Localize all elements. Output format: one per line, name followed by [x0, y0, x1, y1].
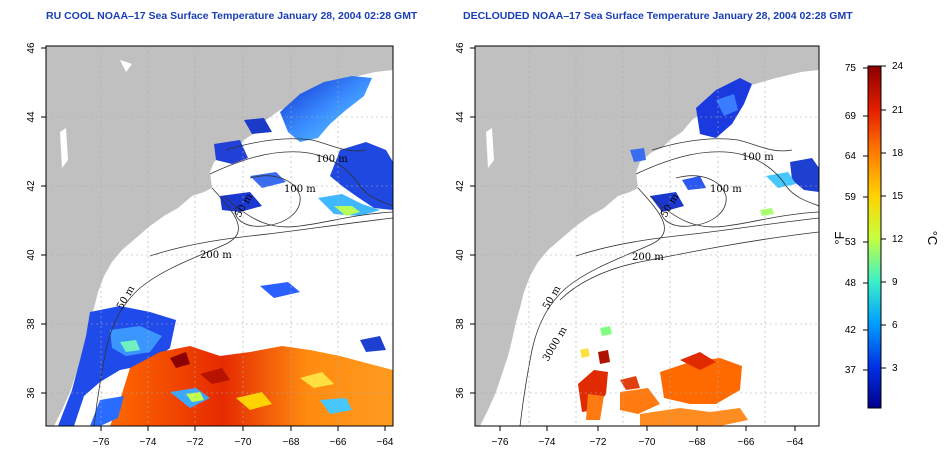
right-panel-title: DECLOUDED NOAA–17 Sea Surface Temperatur…	[463, 10, 853, 22]
colorbar-f-tick: 64	[845, 151, 857, 162]
colorbar-c-tick: 24	[892, 61, 904, 72]
right-warm-patch-b	[660, 358, 742, 404]
left-x-tick: −68	[283, 437, 300, 448]
colorbar-f-tick: 37	[845, 365, 857, 376]
colorbar-celsius-label: °C	[925, 231, 940, 246]
left-x-axis: −76 −74 −72 −70 −68 −66 −64	[93, 426, 394, 448]
right-x-tick: −70	[639, 437, 656, 448]
colorbar-c-tick: 18	[892, 148, 904, 159]
right-label-100m-a: 100 m	[742, 152, 774, 163]
left-cold-water-north	[280, 76, 372, 142]
right-y-tick: 44	[455, 111, 466, 123]
left-x-tick: −66	[330, 437, 347, 448]
right-label-200m: 200 m	[632, 252, 664, 263]
left-x-tick: −76	[93, 437, 110, 448]
colorbar-f-tick: 59	[845, 192, 857, 203]
colorbar-scale	[867, 65, 882, 409]
colorbar-f-tick: 53	[845, 237, 857, 248]
right-grid	[475, 46, 819, 426]
right-x-tick: −64	[787, 437, 804, 448]
right-label-100m-b: 100 m	[710, 184, 742, 195]
left-x-tick: −70	[235, 437, 252, 448]
left-y-tick: 42	[26, 180, 37, 192]
colorbar-f-tick: 69	[845, 111, 857, 122]
colorbar-f-tick: 42	[845, 325, 857, 336]
right-y-tick: 38	[455, 318, 466, 330]
right-map: 100 m 100 m 50 m 200 m 50 m 3000 m −76 −…	[455, 42, 820, 448]
right-warm-patch-a	[578, 370, 608, 412]
colorbar-c-tick: 12	[892, 234, 904, 245]
right-y-tick: 36	[455, 387, 466, 399]
left-panel-title: RU COOL NOAA–17 Sea Surface Temperature …	[46, 10, 418, 22]
right-land	[475, 46, 819, 426]
right-x-axis: −76 −74 −72 −70 −68 −66 −64	[492, 426, 804, 448]
colorbar-fahrenheit-label: °F	[832, 231, 847, 244]
left-y-tick: 36	[26, 387, 37, 399]
left-label-100m-b: 100 m	[284, 184, 316, 195]
left-label-100m-a: 100 m	[316, 154, 348, 165]
left-y-tick: 44	[26, 111, 37, 123]
colorbar: 75 69 64 59 53 48 42 37 24 21 18 15 12 9…	[832, 61, 940, 409]
left-y-tick: 46	[26, 42, 37, 54]
right-y-axis: 46 44 42 40 38 36	[455, 42, 475, 399]
colorbar-c-tick: 3	[892, 363, 898, 374]
left-y-axis: 46 44 42 40 38 36	[26, 42, 46, 399]
left-grid	[46, 46, 393, 426]
right-x-tick: −74	[539, 437, 556, 448]
right-x-tick: −68	[689, 437, 706, 448]
right-y-tick: 42	[455, 180, 466, 192]
left-map: 100 m 100 m 50 m 200 m 50 m −76 −74 −72 …	[26, 42, 394, 448]
colorbar-c-tick: 15	[892, 191, 904, 202]
colorbar-c-tick: 6	[892, 320, 898, 331]
right-y-tick: 40	[455, 249, 466, 261]
right-x-tick: −72	[590, 437, 607, 448]
colorbar-f-tick: 48	[845, 278, 857, 289]
colorbar-f-tick: 75	[845, 63, 857, 74]
left-x-tick: −74	[140, 437, 157, 448]
colorbar-c-tick: 21	[892, 105, 904, 116]
left-label-200m: 200 m	[200, 250, 232, 261]
left-bathymetry-contours	[93, 138, 393, 426]
right-x-tick: −66	[738, 437, 755, 448]
right-x-tick: −76	[492, 437, 509, 448]
left-x-tick: −64	[377, 437, 394, 448]
right-y-tick: 46	[455, 42, 466, 54]
left-y-tick: 40	[26, 249, 37, 261]
colorbar-c-tick: 9	[892, 277, 898, 288]
left-frame	[45, 45, 394, 427]
left-x-tick: −72	[187, 437, 204, 448]
left-y-tick: 38	[26, 318, 37, 330]
left-land	[46, 46, 393, 426]
